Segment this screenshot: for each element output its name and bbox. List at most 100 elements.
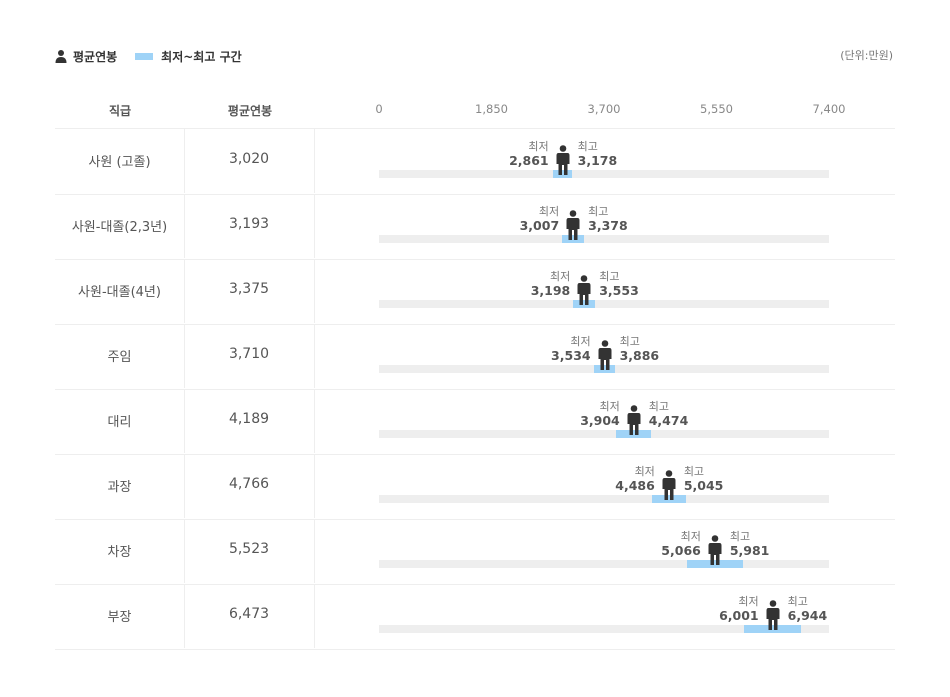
- rank-label: 사원 (고졸): [88, 155, 151, 170]
- range-track: [379, 430, 829, 438]
- person-icon: [55, 49, 67, 63]
- avg-salary-value: 5,523: [228, 541, 270, 557]
- x-tick-label: 3,700: [587, 102, 621, 116]
- rank-label: 차장: [107, 545, 132, 560]
- x-tick-label: 5,550: [700, 102, 733, 116]
- person-icon: [598, 340, 612, 374]
- x-tick-label: 0: [375, 102, 383, 116]
- range-bar: [593, 365, 616, 373]
- min-label: 최저: [570, 335, 591, 348]
- min-label: 최저: [549, 270, 571, 283]
- avg-salary-value: 4,766: [228, 476, 270, 492]
- range-bar: [651, 495, 686, 503]
- column-divider: [184, 584, 185, 648]
- rank-label: 대리: [107, 415, 132, 430]
- avg-salary-value: 4,189: [228, 411, 270, 427]
- min-value: 2,861: [509, 153, 549, 168]
- max-value: 3,178: [577, 153, 618, 168]
- x-tick-label: 1,850: [475, 102, 508, 116]
- max-value: 4,474: [648, 413, 689, 428]
- table-row: 부장 6,473 최저 6,001 최고 6,944: [55, 584, 895, 650]
- max-value: 3,553: [599, 283, 639, 298]
- max-label: 최고: [648, 400, 669, 413]
- x-tick-label: 7,400: [812, 102, 846, 116]
- max-value: 3,378: [588, 218, 628, 233]
- max-value: 5,045: [683, 478, 724, 493]
- max-label: 최고: [787, 595, 808, 608]
- column-divider: [184, 519, 185, 583]
- column-divider: [314, 454, 315, 518]
- min-value: 4,486: [615, 478, 655, 493]
- max-label: 최고: [588, 205, 609, 218]
- avg-salary-value: 3,710: [228, 346, 270, 362]
- min-value: 3,904: [580, 413, 620, 428]
- legend-avg: 평균연봉: [55, 48, 117, 65]
- table-row: 대리 4,189 최저 3,904 최고 4,474: [55, 389, 895, 455]
- min-value: 5,066: [661, 543, 701, 558]
- legend-avg-label: 평균연봉: [73, 49, 118, 64]
- table-row: 차장 5,523 최저 5,066 최고 5,981: [55, 519, 895, 585]
- person-icon: [556, 145, 570, 179]
- max-label: 최고: [683, 465, 705, 478]
- range-bar: [552, 170, 573, 178]
- rank-label: 주임: [107, 350, 132, 365]
- max-value: 5,981: [729, 543, 770, 558]
- max-label: 최고: [577, 140, 598, 153]
- rank-label: 사원-대졸(4년): [78, 285, 161, 300]
- min-label: 최저: [680, 530, 701, 543]
- rank-label: 과장: [107, 480, 132, 495]
- column-divider: [314, 259, 315, 323]
- avg-salary-value: 6,473: [228, 606, 270, 622]
- table-row: 사원-대졸(2,3년) 3,193 최저 3,007 최고 3,378: [55, 194, 895, 260]
- column-divider: [314, 194, 315, 258]
- column-divider: [184, 129, 185, 193]
- range-bar: [616, 430, 652, 438]
- range-track: [379, 495, 829, 503]
- rank-label: 사원-대졸(2,3년): [71, 220, 168, 235]
- person-icon: [708, 535, 722, 569]
- person-icon: [766, 600, 780, 634]
- column-divider: [314, 129, 315, 193]
- range-track: [379, 300, 829, 308]
- avg-salary-value: 3,193: [228, 216, 270, 232]
- avg-salary-value: 3,020: [228, 151, 270, 167]
- person-icon: [627, 405, 641, 439]
- max-label: 최고: [599, 270, 620, 283]
- range-track: [379, 235, 829, 243]
- person-icon: [566, 210, 580, 244]
- person-icon: [662, 470, 676, 504]
- min-label: 최저: [538, 205, 560, 218]
- max-value: 6,944: [787, 608, 828, 623]
- column-divider: [184, 259, 185, 323]
- column-divider: [314, 584, 315, 648]
- legend-range: 최저~최고 구간: [135, 48, 242, 65]
- rank-label: 부장: [107, 610, 132, 625]
- min-value: 6,001: [719, 608, 759, 623]
- column-divider: [184, 324, 185, 388]
- range-track: [379, 625, 829, 633]
- min-value: 3,198: [530, 283, 571, 298]
- min-label: 최저: [738, 595, 759, 608]
- range-bar: [561, 235, 585, 243]
- table-header: 직급 평균연봉 0 1,850 3,700 5,550 7,400: [55, 98, 895, 129]
- min-label: 최저: [528, 140, 549, 153]
- range-track: [379, 560, 829, 568]
- table-row: 주임 3,710 최저 3,534 최고 3,886: [55, 324, 895, 390]
- table-row: 과장 4,766 최저 4,486 최고 5,045: [55, 454, 895, 520]
- column-divider: [184, 194, 185, 258]
- unit-label: (단위:만원): [840, 49, 893, 62]
- range-bar: [687, 560, 743, 568]
- min-label: 최저: [634, 465, 655, 478]
- column-divider: [314, 324, 315, 388]
- min-value: 3,007: [519, 218, 560, 233]
- column-divider: [314, 389, 315, 453]
- range-bar: [743, 625, 802, 633]
- table-row: 사원-대졸(4년) 3,375 최저 3,198 최고 3,553: [55, 259, 895, 325]
- max-label: 최고: [619, 335, 640, 348]
- range-swatch: [135, 52, 154, 60]
- min-label: 최저: [599, 400, 620, 413]
- header-rank: 직급: [108, 104, 132, 118]
- range-bar: [573, 300, 596, 308]
- person-icon: [577, 275, 591, 309]
- max-value: 3,886: [619, 348, 660, 363]
